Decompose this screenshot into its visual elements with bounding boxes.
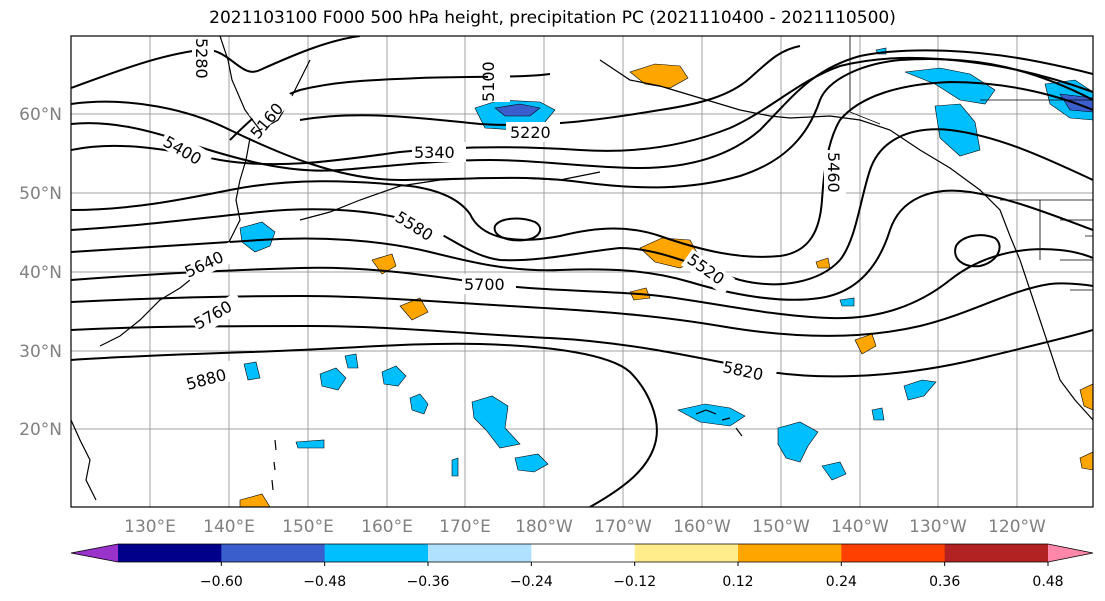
precip-patch-positive xyxy=(1079,451,1093,471)
boundary-us-states xyxy=(1039,200,1093,291)
longitude-labels: 130°E 140°E 150°E 160°E 170°E 180°W 170°W 160°W… xyxy=(124,517,1046,537)
contour-5700 xyxy=(71,248,1093,320)
longitude-label: 170°W xyxy=(594,517,652,537)
longitude-label: 120°W xyxy=(988,517,1046,537)
latitude-label: 50°N xyxy=(19,184,62,204)
precip-patch-positive xyxy=(854,333,877,355)
colorbar-segment xyxy=(428,544,532,562)
precip-patch-negative xyxy=(451,457,459,477)
colorbar-tick-label: −0.36 xyxy=(407,574,450,590)
colorbar-tick-label: −0.24 xyxy=(510,574,553,590)
latitude-labels: 60°N 50°N 40°N 30°N 20°N xyxy=(19,105,62,440)
contour-5580 xyxy=(71,128,1093,286)
precip-patch-negative xyxy=(934,103,981,157)
precip-patch-negative xyxy=(243,361,261,381)
coastline-kamchatka xyxy=(219,36,311,131)
precip-patch-negative xyxy=(319,367,347,391)
colorbar-extend-min xyxy=(71,544,118,562)
contour-label: 5700 xyxy=(464,275,505,294)
colorbar-outline xyxy=(70,543,1094,563)
colorbar-tick-label: −0.12 xyxy=(613,574,656,590)
colorbar-segment xyxy=(531,544,636,562)
contour-label: 5340 xyxy=(414,143,455,162)
longitude-label: 150°E xyxy=(282,517,334,537)
contour-5280 xyxy=(71,36,361,89)
precip-patch-negative xyxy=(871,407,885,421)
precip-patch-negative xyxy=(344,353,359,369)
colorbar-segment xyxy=(221,544,326,562)
contour-label: 5280 xyxy=(192,38,211,79)
precip-patch-negative xyxy=(494,103,541,117)
contour-5460 xyxy=(71,57,1093,189)
coastline-alaska xyxy=(599,59,1021,261)
colorbar-segment xyxy=(324,544,429,562)
political-boundaries xyxy=(849,36,1093,291)
coastline-us-west xyxy=(1019,259,1093,421)
longitude-label: 180°W xyxy=(515,517,573,537)
precip-patch-negative xyxy=(839,297,855,307)
coastline-hawaii xyxy=(695,409,743,437)
precip-patch-negative xyxy=(295,439,325,449)
contour-label: 5100 xyxy=(479,61,498,102)
precip-anomaly-patches xyxy=(239,47,1093,507)
colorbar-extend-max xyxy=(1048,544,1093,562)
precip-patch-positive xyxy=(1079,383,1093,411)
colorbar-segment xyxy=(944,544,1049,562)
contour-5220 xyxy=(299,45,801,127)
colorbar-segment xyxy=(634,544,739,562)
precip-patch-negative xyxy=(903,379,937,401)
precip-patch-negative xyxy=(409,393,429,415)
latitude-label: 20°N xyxy=(19,420,62,440)
longitude-label: 160°E xyxy=(361,517,413,537)
precip-patch-negative xyxy=(471,395,521,449)
colorbar-tick-label: −0.48 xyxy=(303,574,346,590)
latitude-label: 40°N xyxy=(19,263,62,283)
colorbar-segment xyxy=(738,544,842,562)
contour-label: 5460 xyxy=(824,152,843,193)
map-frame xyxy=(70,35,1094,508)
longitude-label: 150°W xyxy=(752,517,810,537)
precip-patch-positive xyxy=(629,63,689,89)
contour-label: 5220 xyxy=(510,123,551,142)
colorbar-segment xyxy=(118,544,222,562)
colorbar-tick-label: 0.24 xyxy=(826,574,857,590)
latitude-label: 30°N xyxy=(19,342,62,362)
height-contours xyxy=(71,36,1093,507)
contour-5880 xyxy=(71,342,658,507)
colorbar-tick-label: −0.60 xyxy=(200,574,243,590)
colorbar-tick-label: 0.48 xyxy=(1032,574,1063,590)
contour-inner-low xyxy=(493,217,542,242)
colorbar-tick-label: 0.36 xyxy=(929,574,960,590)
contour-ne-low xyxy=(954,234,1001,268)
contour-5520 xyxy=(71,80,1093,258)
precip-patch-negative xyxy=(677,403,746,427)
longitude-label: 170°E xyxy=(439,517,491,537)
longitude-label: 160°W xyxy=(673,517,731,537)
latitude-label: 60°N xyxy=(19,105,62,125)
longitude-label: 140°W xyxy=(831,517,889,537)
colorbar: −0.60 −0.48 −0.36 −0.24 −0.12 0.12 0.24 0.36 0.4… xyxy=(70,543,1094,590)
longitude-label: 130°E xyxy=(124,517,176,537)
precip-patch-positive xyxy=(371,253,397,275)
colorbar-tick-label: 0.12 xyxy=(722,574,753,590)
contour-5640 xyxy=(71,189,1093,301)
precip-patch-positive xyxy=(239,493,271,507)
contour-5820 xyxy=(71,324,1093,378)
precip-patch-negative xyxy=(777,421,819,463)
longitude-label: 130°W xyxy=(909,517,967,537)
precip-patch-negative xyxy=(381,365,407,387)
coastline-marianas xyxy=(271,439,277,491)
colorbar-segment xyxy=(841,544,946,562)
precip-patch-negative xyxy=(904,67,996,105)
map-title: 2021103100 F000 500 hPa height, precipit… xyxy=(209,8,896,28)
longitude-label: 140°E xyxy=(203,517,255,537)
precip-patch-negative xyxy=(514,453,549,473)
contour-5760 xyxy=(71,282,1093,337)
precip-patch-negative xyxy=(821,461,847,481)
contour-5400 xyxy=(71,49,1093,172)
coastline-philippines xyxy=(71,419,97,501)
boundary-alaska-canada xyxy=(849,36,881,125)
